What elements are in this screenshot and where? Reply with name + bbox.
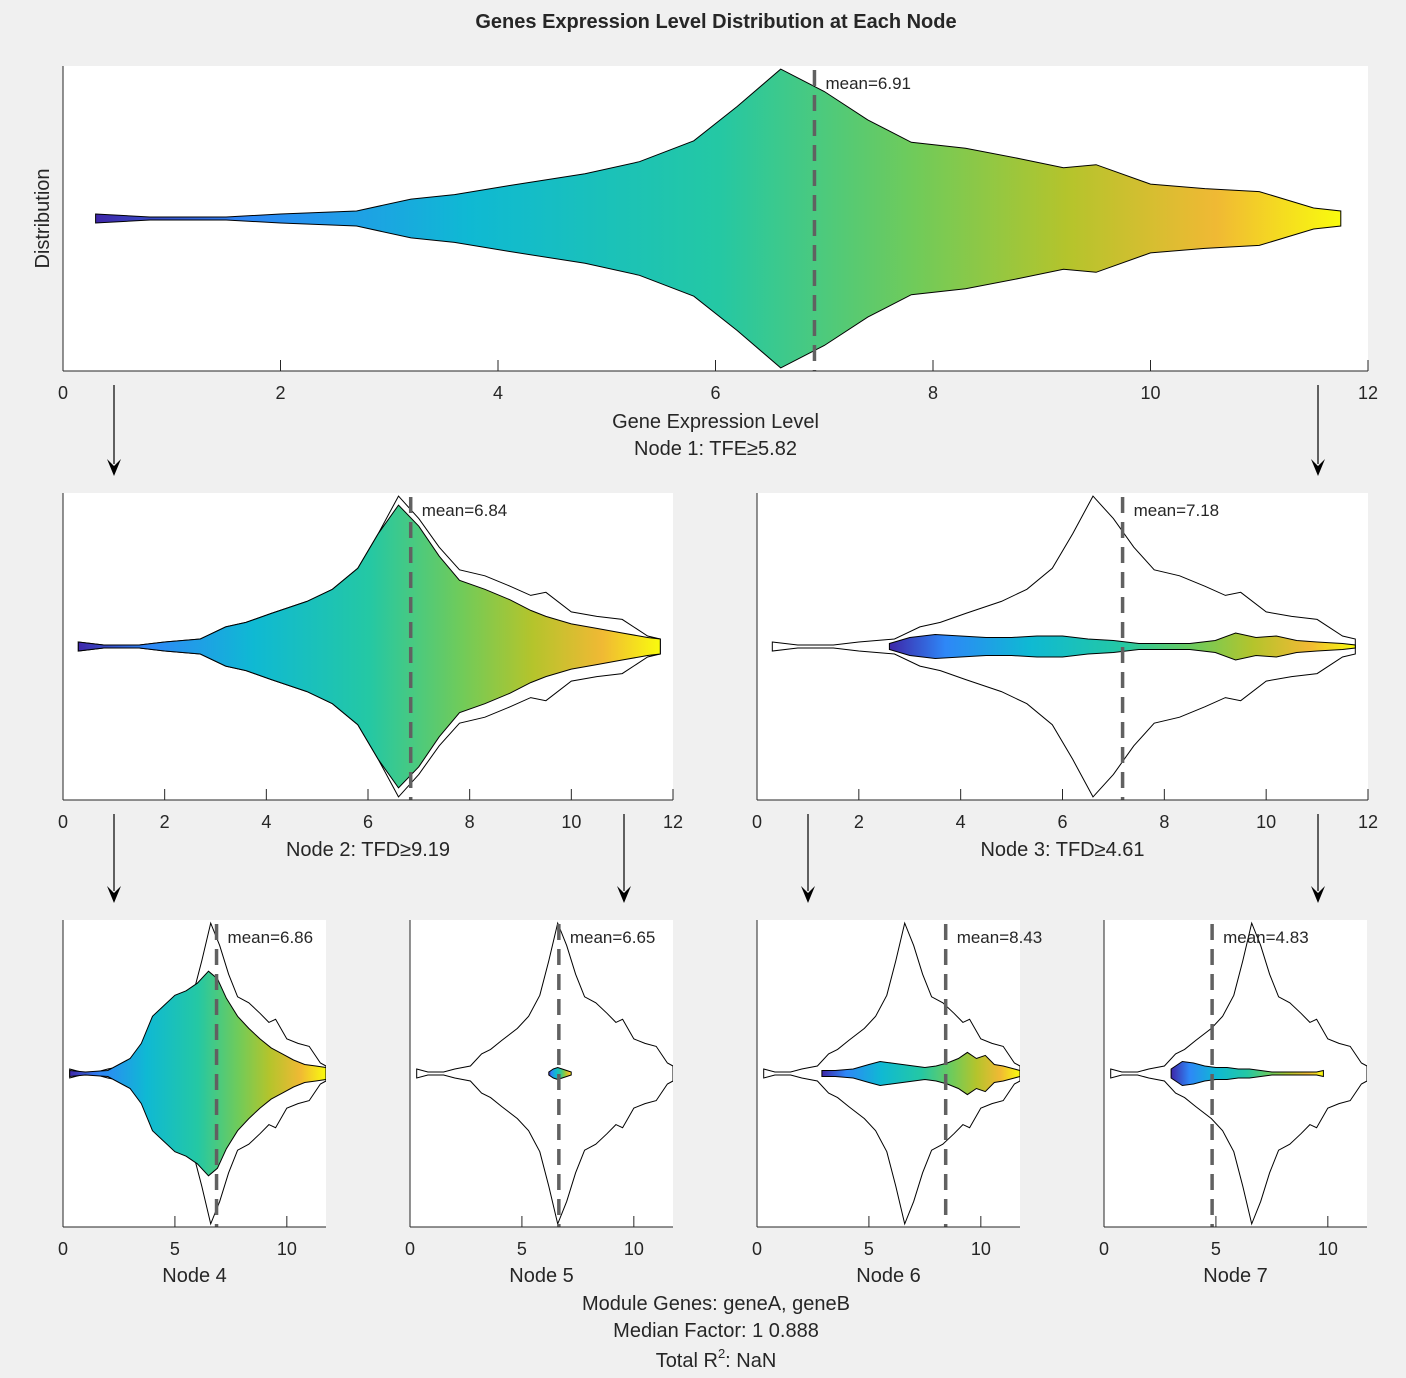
node1-ylabel: Distribution [32, 168, 54, 268]
node1-node-label: Node 1: TFE≥5.82 [634, 438, 797, 460]
node3-xtick-label: 10 [1256, 812, 1276, 832]
node3-plot-area [771, 495, 1356, 800]
node4-xtick-label: 10 [277, 1239, 297, 1259]
node3-xtick-label: 8 [1159, 812, 1169, 832]
node1-plot-area [95, 68, 1342, 371]
node7-xtick-label: 5 [1211, 1239, 1221, 1259]
node4-node-label: Node 4 [162, 1265, 227, 1287]
node1-mean-label: mean=6.91 [825, 74, 911, 93]
node6-plot-area [763, 921, 1020, 1227]
node1-violin [95, 68, 1342, 369]
panel-node6: mean=8.43 0 5 10 Node 6 [752, 920, 1042, 1287]
node2-xtick-label: 12 [663, 812, 683, 832]
panel-node5: mean=6.65 0 5 10 Node 5 [405, 920, 673, 1287]
node7-node-label: Node 7 [1203, 1265, 1268, 1287]
node4-violin [69, 970, 326, 1177]
node7-plot-area [1110, 921, 1367, 1227]
total-r2-suffix: : NaN [725, 1350, 776, 1372]
node3-xtick-label: 2 [854, 812, 864, 832]
tree-arrows [107, 385, 1325, 903]
node3-node-label: Node 3: TFD≥4.61 [980, 839, 1144, 861]
node6-node-label: Node 6 [856, 1265, 921, 1287]
node7-mean-label: mean=4.83 [1223, 928, 1309, 947]
median-factor-label: Median Factor: 1 0.888 [613, 1320, 819, 1342]
node1-xtick-label: 10 [1140, 383, 1160, 403]
node2-node-label: Node 2: TFD≥9.19 [286, 839, 450, 861]
node3-xtick-label: 4 [956, 812, 966, 832]
node5-xtick-label: 10 [624, 1239, 644, 1259]
node6-mean-label: mean=8.43 [957, 928, 1043, 947]
node4-xtick-label: 5 [170, 1239, 180, 1259]
figure-title: Genes Expression Level Distribution at E… [475, 11, 956, 33]
panel-node1: mean=6.91 0 2 4 6 8 10 12 Gene Expression Level D… [32, 66, 1378, 460]
node6-xtick-label: 10 [971, 1239, 991, 1259]
node1-xtick-label: 0 [58, 383, 68, 403]
node2-xtick-label: 2 [160, 812, 170, 832]
total-r2-prefix: Total R [656, 1350, 718, 1372]
node5-xtick-label: 5 [517, 1239, 527, 1259]
node1-xtick-label: 8 [928, 383, 938, 403]
node4-plot-area [69, 921, 326, 1227]
node7-xtick-label: 10 [1318, 1239, 1338, 1259]
node5-node-label: Node 5 [509, 1265, 574, 1287]
node2-xtick-label: 8 [465, 812, 475, 832]
total-r2-label: Total R2: NaN [656, 1346, 777, 1372]
tree-arrow [1311, 814, 1325, 903]
tree-arrow [1311, 385, 1325, 476]
node6-violin [821, 1051, 1020, 1096]
node5-parent-outline [416, 921, 673, 1226]
node5-violin [548, 1066, 572, 1081]
node1-xtick-label: 12 [1358, 383, 1378, 403]
module-genes-label: Module Genes: geneA, geneB [582, 1293, 850, 1315]
panel-node4: mean=6.86 0 5 10 Node 4 [58, 920, 326, 1287]
node2-xtick-label: 10 [561, 812, 581, 832]
node3-xtick-label: 12 [1358, 812, 1378, 832]
tree-arrow [107, 814, 121, 903]
node4-xtick-label: 0 [58, 1239, 68, 1259]
node1-xtick-label: 2 [275, 383, 285, 403]
tree-arrow [107, 385, 121, 476]
node1-xtick-label: 4 [493, 383, 503, 403]
node4-mean-label: mean=6.86 [228, 928, 314, 947]
panel-node3: mean=7.18 0 2 4 6 8 10 12 Node 3: TFD≥4.61 [752, 493, 1378, 861]
tree-arrow [617, 814, 631, 903]
tree-arrow [801, 814, 815, 903]
node6-xtick-label: 5 [864, 1239, 874, 1259]
node3-violin [888, 632, 1356, 661]
node2-xtick-label: 4 [261, 812, 271, 832]
panel-node7: mean=4.83 0 5 10 Node 7 [1099, 920, 1367, 1287]
panels-layer: mean=6.91 0 2 4 6 8 10 12 Gene Expression Level D… [32, 66, 1378, 1287]
node7-violin [1170, 1060, 1324, 1087]
node5-mean-label: mean=6.65 [570, 928, 656, 947]
node5-xtick-label: 0 [405, 1239, 415, 1259]
panel-node2: mean=6.84 0 2 4 6 8 10 12 Node 2: TFD≥9.19 [58, 493, 683, 861]
node1-xlabel: Gene Expression Level [612, 411, 819, 433]
total-r2-superscript: 2 [718, 1346, 725, 1361]
node1-xtick-label: 6 [710, 383, 720, 403]
node2-xtick-label: 0 [58, 812, 68, 832]
node3-mean-label: mean=7.18 [1134, 501, 1220, 520]
node2-mean-label: mean=6.84 [422, 501, 508, 520]
node7-xtick-label: 0 [1099, 1239, 1109, 1259]
node3-xtick-label: 0 [752, 812, 762, 832]
node5-plot-area [416, 921, 673, 1227]
node2-xtick-label: 6 [363, 812, 373, 832]
node6-xtick-label: 0 [752, 1239, 762, 1259]
node3-xtick-label: 6 [1057, 812, 1067, 832]
node2-plot-area [77, 495, 661, 800]
node2-violin [77, 504, 661, 789]
